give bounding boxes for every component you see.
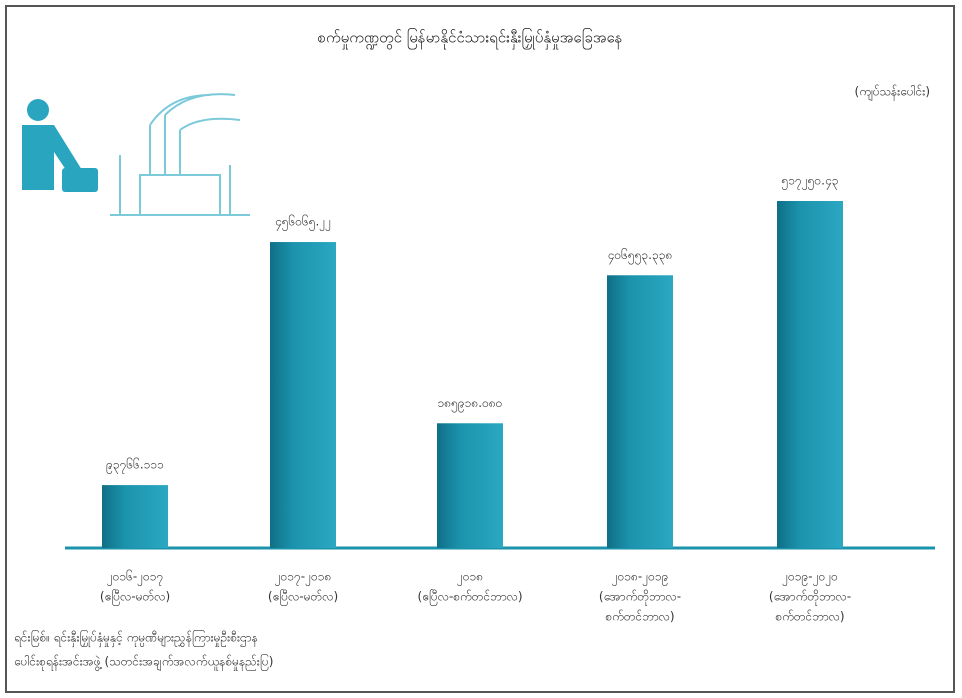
x-tick-label: ၂၀၁၈-၂၀၁၉	[612, 570, 669, 587]
x-tick-label: (အောက်တိုဘာလ-	[599, 589, 681, 607]
x-tick-label: စက်တင်ဘာလ)	[775, 609, 844, 624]
value-label: ၅၁၇၂၅၀.၄၃	[782, 174, 839, 191]
value-label: ၉၃၇၆၆.၁၁၁	[106, 457, 164, 475]
x-tick-label: (အောက်တိုဘာလ-	[769, 589, 851, 607]
x-tick-label: ၂၀၁၉-၂၀၂၀	[782, 570, 838, 587]
bar	[437, 423, 503, 548]
x-tick-label: စက်တင်ဘာလ)	[605, 609, 674, 624]
source-line: ရင်းမြစ်။ ရင်းနှီးမြှုပ်နှံမှုနှင့် ကုမ္…	[14, 629, 258, 648]
x-tick-label: (ဧပြီလ-မတ်လ)	[100, 589, 170, 607]
x-tick-label: (ဧပြီလ-မတ်လ)	[268, 589, 338, 607]
source-line: ပေါင်းစုရန်းအင်းအဖွဲ့ (သတင်းအချက်အလက်ယူန…	[14, 653, 273, 672]
chart-title: စက်မှုကဏ္ဍတွင် မြန်မာနိုင်ငံသားရင်းနှီးမ…	[318, 28, 623, 50]
value-label: ၄၀၆၅၅၃.၃၃၈	[608, 247, 673, 265]
x-tick-label: ၂၀၁၆-၂၀၁၇	[107, 569, 164, 587]
bar	[102, 485, 168, 548]
value-label: ၄၅၆၀၆၅.၂၂	[275, 214, 331, 232]
unit-label: (ကျပ်သန်းပေါင်း)	[855, 84, 930, 102]
x-tick-label: ၂၀၁၈	[457, 570, 483, 587]
value-label: ၁၈၅၉၁၈.၀၈၀	[438, 396, 503, 413]
bar	[777, 201, 843, 548]
bar	[607, 275, 673, 548]
x-tick-label: (ဧပြီလ-စက်တင်ဘာလ)	[417, 589, 522, 607]
x-tick-label: ၂၀၁၇-၂၀၁၈	[275, 570, 332, 587]
bar	[270, 242, 336, 549]
illustration	[22, 93, 250, 216]
